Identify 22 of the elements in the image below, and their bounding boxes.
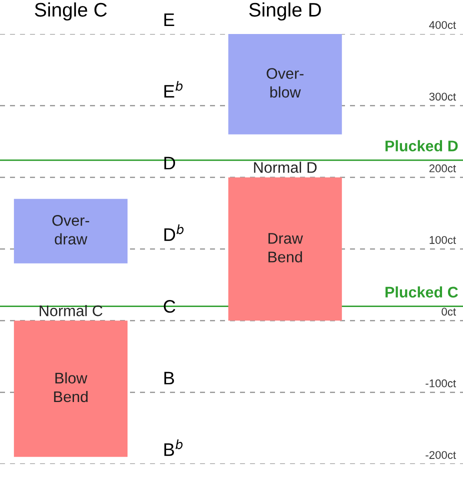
text: E — [164, 14, 174, 26]
data-label: Draw Bend — [268, 233, 303, 262]
annotation: B — [164, 372, 174, 384]
data-label: Over- blow — [266, 68, 304, 98]
data-label: Blow Bend — [54, 372, 88, 402]
y-tick-label: 400ct — [429, 21, 456, 29]
ref-line-label: Plucked D — [386, 140, 458, 152]
ref-line-label: Plucked C — [386, 286, 458, 298]
y-tick-label: 100ct — [430, 236, 456, 244]
y-tick-label: 200ct — [429, 164, 456, 172]
annotation: B$^{b}$ — [164, 439, 183, 456]
annotation: D$^{b}$ — [164, 224, 184, 241]
x-tick-label: Single C — [34, 2, 107, 21]
x-tick-label: Single D — [249, 2, 321, 21]
y-tick-label: 0ct — [442, 308, 456, 316]
annotation: E$^{b}$ — [164, 81, 183, 98]
annotation: Normal D — [254, 162, 317, 173]
y-tick-label: -100ct — [426, 379, 456, 388]
annotation: Normal C — [40, 304, 102, 316]
y-tick-label: 300ct — [429, 92, 456, 101]
y-tick-label: -200ct — [426, 451, 456, 459]
data-label: Over- draw — [52, 215, 90, 245]
